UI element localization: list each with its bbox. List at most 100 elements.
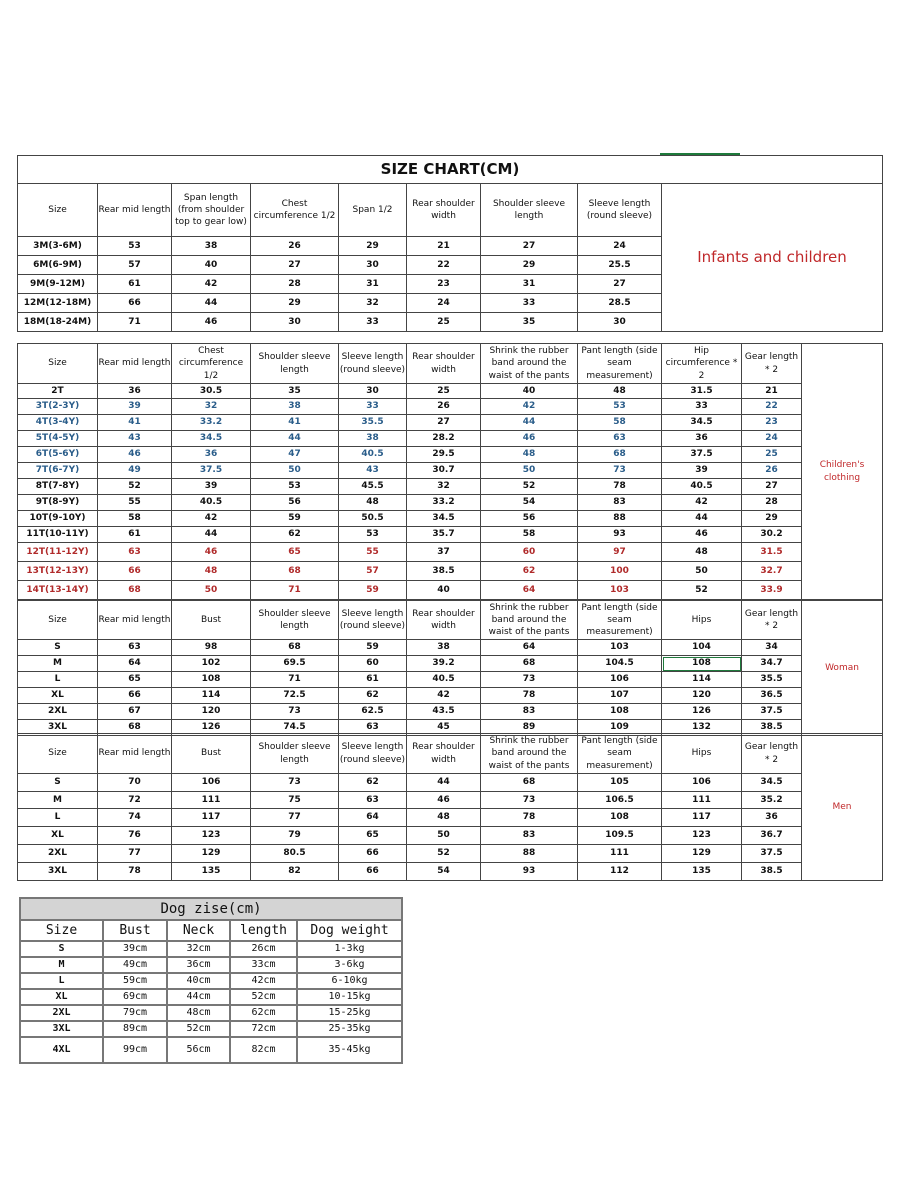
table-cell: 68 <box>97 580 172 600</box>
table-cell: 30.5 <box>171 383 251 399</box>
column-header: Hips <box>661 733 742 774</box>
children-size-table: Size Rear mid length Chest circumference 1… <box>17 343 883 600</box>
table-cell: 62.5 <box>338 703 407 720</box>
table-cell: 38.5 <box>406 561 481 581</box>
table-cell: 12T(11-12Y) <box>17 542 98 562</box>
table-row: 2XL 79cm 48cm 62cm 15-25kg <box>19 1004 404 1022</box>
table-cell: 36.7 <box>741 826 802 845</box>
table-cell: 4XL <box>19 1036 104 1064</box>
table-cell: 41 <box>250 414 339 431</box>
table-cell: 12M(12-18M) <box>17 293 98 313</box>
table-cell: L <box>19 972 104 990</box>
table-cell: 65 <box>338 826 407 845</box>
table-cell: 108 <box>577 808 662 827</box>
column-header: Shoulder sleeve length <box>480 183 578 237</box>
table-cell: 15-25kg <box>295 1004 404 1022</box>
table-cell: 60 <box>338 655 407 672</box>
column-header: Rear mid length <box>97 733 172 774</box>
table-cell: 72 <box>97 791 172 809</box>
table-cell: 83 <box>577 494 662 511</box>
table-cell: 52 <box>480 478 578 495</box>
table-cell: 64 <box>338 808 407 827</box>
table-cell: 68 <box>480 655 578 672</box>
table-cell: 56cm <box>166 1036 231 1064</box>
table-cell: 25 <box>406 312 481 332</box>
table-cell: 50.5 <box>338 510 407 527</box>
table-cell: 88 <box>577 510 662 527</box>
column-header: Rear mid length <box>97 600 172 640</box>
table-cell: 44cm <box>166 988 231 1006</box>
table-cell: M <box>17 791 98 809</box>
column-header: Gear length * 2 <box>741 343 802 384</box>
table-cell: 53 <box>577 398 662 415</box>
table-cell: 50 <box>250 462 339 479</box>
table-cell: 36 <box>661 430 742 447</box>
table-cell: 71 <box>250 580 339 600</box>
table-cell: 111 <box>171 791 251 809</box>
table-cell: 83 <box>480 826 578 845</box>
table-cell: 93 <box>577 526 662 543</box>
table-cell: 34.7 <box>741 655 802 672</box>
table-cell: 54 <box>480 494 578 511</box>
table-cell: 4T(3-4Y) <box>17 414 98 431</box>
table-cell: L <box>17 671 98 688</box>
table-row: 18M(18-24M) 71 46 30 33 25 35 30 <box>17 312 883 332</box>
table-cell: 18M(18-24M) <box>17 312 98 332</box>
table-cell: 62 <box>250 526 339 543</box>
table-cell: 37.5 <box>171 462 251 479</box>
table-cell: 46 <box>480 430 578 447</box>
table-cell: 59 <box>338 580 407 600</box>
table-cell: S <box>19 940 104 958</box>
table-cell: 36.5 <box>741 687 802 704</box>
table-cell: S <box>17 639 98 656</box>
table-cell: 61 <box>97 274 172 294</box>
table-cell: 71 <box>97 312 172 332</box>
table-cell: 46 <box>171 312 251 332</box>
table-cell: 46 <box>97 446 172 463</box>
table-cell: 26 <box>741 462 802 479</box>
table-cell: 117 <box>661 808 742 827</box>
column-header: Sleeve length (round sleeve) <box>338 343 407 384</box>
table-cell: 29 <box>741 510 802 527</box>
table-cell: 31.5 <box>661 383 742 399</box>
table-cell: 120 <box>171 703 251 720</box>
table-cell: 40 <box>171 255 251 275</box>
table-cell: 46 <box>406 791 481 809</box>
table-cell: 78 <box>480 808 578 827</box>
column-header: Sleeve length (round sleeve) <box>577 183 662 237</box>
column-header: Size <box>17 343 98 384</box>
table-cell: 35-45kg <box>295 1036 404 1064</box>
table-cell: 32 <box>171 398 251 415</box>
table-cell: 64 <box>97 655 172 672</box>
table-cell: 77 <box>97 844 172 863</box>
table-cell: 62 <box>480 561 578 581</box>
table-cell: 3M(3-6M) <box>17 236 98 256</box>
table-cell: 2XL <box>17 844 98 863</box>
table-cell: 42 <box>480 398 578 415</box>
table-cell: XL <box>17 687 98 704</box>
table-cell: 79cm <box>102 1004 168 1022</box>
table-cell: 69.5 <box>250 655 339 672</box>
table-cell: 48 <box>480 446 578 463</box>
table-cell: 43 <box>338 462 407 479</box>
table-row: S 39cm 32cm 26cm 1-3kg <box>19 940 404 958</box>
table-cell: 99cm <box>102 1036 168 1064</box>
table-cell: 35 <box>250 383 339 399</box>
table-cell: 73 <box>250 703 339 720</box>
table-row: XL 66 114 72.5 62 42 78 107 120 36.5 <box>17 687 883 704</box>
category-label: Children's clothing <box>801 343 883 600</box>
table-cell: 30.2 <box>741 526 802 543</box>
table-cell: 40.5 <box>338 446 407 463</box>
header-row: Size Rear mid length Bust Shoulder sleeve l… <box>17 600 883 736</box>
table-row: L 59cm 40cm 42cm 6-10kg <box>19 972 404 990</box>
table-cell: 59 <box>338 639 407 656</box>
table-cell: 103 <box>577 639 662 656</box>
table-cell: 25 <box>741 446 802 463</box>
table-cell: 35.2 <box>741 791 802 809</box>
men-size-table: Size Rear mid length Bust Shoulder sleeve l… <box>17 733 883 881</box>
table-cell: 44 <box>661 510 742 527</box>
table-cell: 52 <box>97 478 172 495</box>
table-cell: 73 <box>480 671 578 688</box>
table-cell: 76 <box>97 826 172 845</box>
table-cell: 57 <box>338 561 407 581</box>
